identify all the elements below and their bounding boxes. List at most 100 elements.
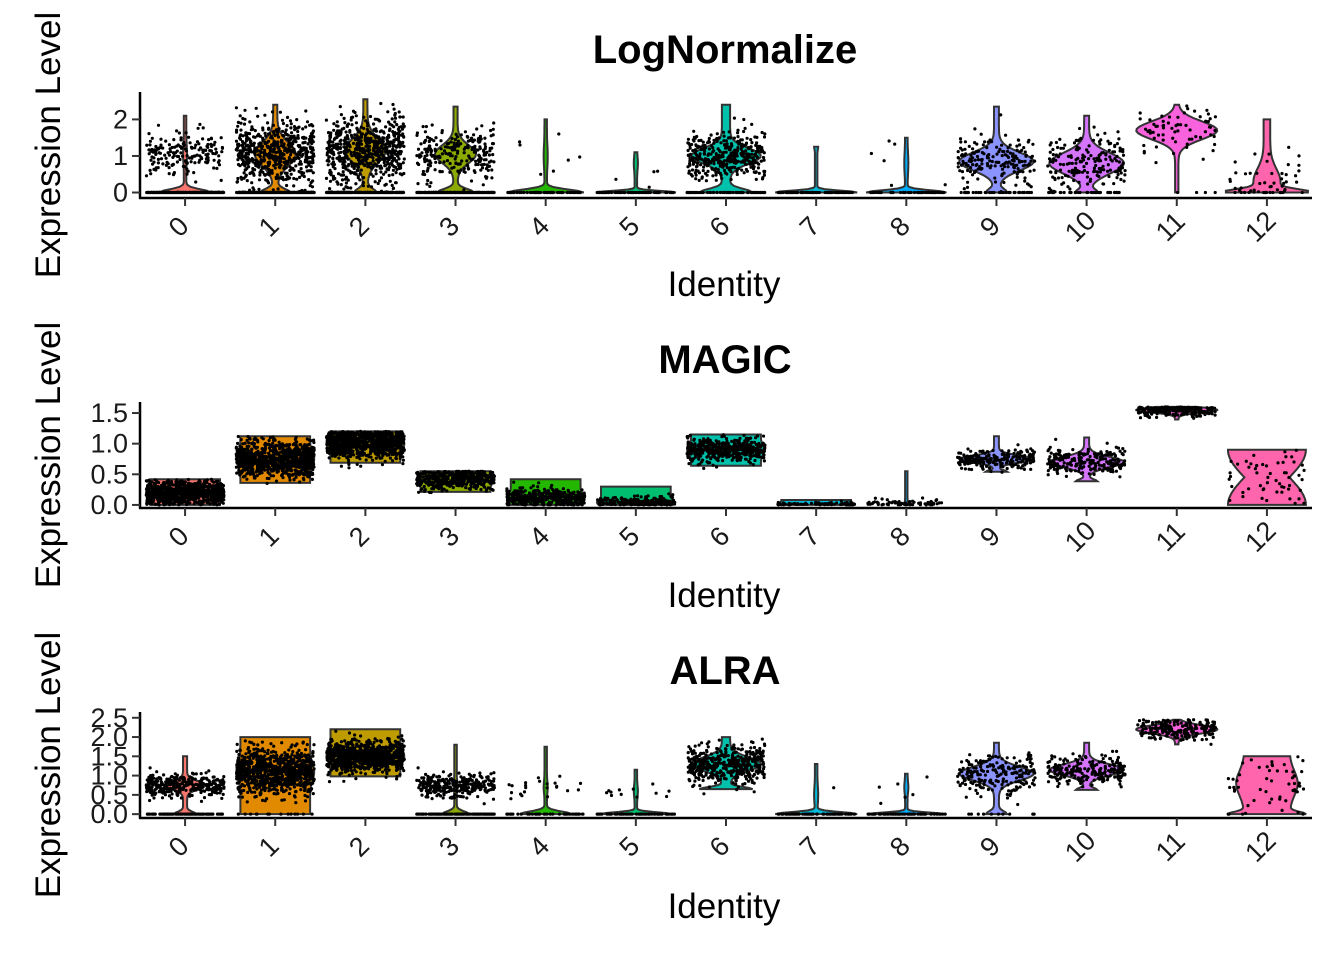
jitter-points-cluster-7: [776, 499, 856, 507]
x-tick-label: 1: [253, 211, 285, 243]
jitter-points-cluster-10: [1046, 125, 1127, 195]
x-axis-label: Identity: [668, 887, 781, 926]
violin-group-cluster-3: [415, 105, 496, 195]
violin-group-cluster-1: [235, 736, 316, 816]
violin-group-cluster-12: [1224, 118, 1309, 195]
x-tick-label: 6: [704, 211, 736, 243]
x-tick-label: 8: [884, 211, 916, 243]
x-tick-label: 1: [253, 521, 285, 553]
violin-cluster-12: [1224, 118, 1309, 194]
y-tick-label: 1: [113, 141, 128, 171]
jitter-points-cluster-4: [505, 774, 585, 816]
violin-group-cluster-11: [1135, 405, 1219, 421]
jitter-points-cluster-1: [234, 106, 316, 195]
x-tick-label: 3: [433, 211, 465, 243]
violin-cluster-7: [775, 763, 858, 816]
x-tick-label: 7: [794, 521, 826, 553]
violin-group-cluster-10: [1046, 741, 1127, 791]
violin-group-cluster-0: [144, 114, 226, 195]
violin-group-cluster-2: [324, 98, 406, 195]
x-axis-label: Identity: [668, 265, 781, 304]
violin-group-cluster-0: [144, 755, 226, 816]
panel-alra: ALRA Identity Expression Level 0.00.51.0…: [29, 632, 1312, 926]
jitter-points-cluster-10: [1046, 749, 1127, 789]
jitter-points-cluster-6: [685, 116, 767, 195]
jitter-points-cluster-5: [595, 169, 676, 195]
x-tick-label: 11: [1150, 206, 1191, 247]
x-tick-label: 10: [1059, 825, 1101, 867]
x-tick-label: 5: [614, 831, 646, 863]
violin-cluster-5: [595, 151, 677, 194]
violin-group-cluster-6: [685, 103, 767, 195]
jitter-points-cluster-0: [144, 122, 226, 195]
violin-group-cluster-4: [506, 118, 585, 195]
violin-group-cluster-9: [956, 741, 1037, 816]
violin-cluster-8: [903, 470, 910, 506]
violin-group-cluster-2: [325, 728, 406, 784]
violin-group-cluster-6: [685, 433, 767, 470]
violin-group-cluster-9: [956, 105, 1037, 195]
violin-cluster-12: [1227, 755, 1307, 816]
x-tick-label: 0: [163, 211, 195, 243]
x-tick-label: 4: [523, 521, 555, 553]
y-tick-label: 2: [113, 104, 128, 134]
jitter-points-cluster-1: [235, 739, 316, 816]
violin-cluster-7: [775, 145, 858, 194]
x-tick-label: 12: [1239, 825, 1281, 867]
violin-group-cluster-0: [144, 477, 226, 507]
y-tick-label: 1.0: [90, 429, 128, 459]
x-tick-label: 4: [523, 831, 555, 863]
violin-group-cluster-12: [1226, 755, 1307, 816]
x-tick-label: 12: [1239, 205, 1281, 247]
y-axis-label: Expression Level: [29, 632, 68, 899]
y-tick-label: 0.0: [90, 490, 128, 520]
panel-lognormalize: LogNormalize Identity Expression Level 0…: [29, 12, 1312, 304]
x-tick-label: 4: [523, 211, 555, 243]
x-tick-label: 9: [974, 211, 1006, 243]
violin-group-cluster-10: [1046, 114, 1127, 195]
y-tick-label: 0.5: [90, 780, 128, 810]
x-tick-label: 6: [704, 831, 736, 863]
x-tick-label: 2: [343, 211, 375, 243]
violin-group-cluster-3: [415, 469, 496, 495]
x-tick-label: 8: [884, 521, 916, 553]
x-tick-label: 12: [1239, 515, 1281, 557]
jitter-points-cluster-6: [685, 433, 767, 470]
panel-title: LogNormalize: [593, 28, 857, 72]
jitter-points-cluster-2: [324, 429, 406, 470]
x-tick-label: 1: [253, 831, 285, 863]
x-tick-label: 6: [704, 521, 736, 553]
violin-group-cluster-11: [1135, 718, 1219, 746]
jitter-points-cluster-5: [596, 492, 677, 507]
violin-group-cluster-8: [866, 470, 944, 507]
jitter-points-cluster-11: [1136, 718, 1218, 746]
violin-cluster-8: [865, 136, 947, 194]
y-tick-label: 0.0: [90, 799, 128, 829]
y-tick-label: 0: [113, 178, 128, 208]
violin-cluster-4: [519, 745, 572, 816]
x-tick-label: 9: [974, 831, 1006, 863]
jitter-points-cluster-7: [776, 786, 857, 816]
jitter-points-cluster-3: [415, 469, 496, 495]
panel-title: MAGIC: [658, 338, 791, 382]
y-tick-label: 2.5: [90, 703, 128, 733]
x-tick-label: 3: [433, 521, 465, 553]
x-tick-label: 11: [1150, 516, 1191, 557]
violin-group-cluster-5: [595, 151, 677, 195]
x-tick-label: 7: [794, 831, 826, 863]
jitter-points-cluster-0: [144, 766, 226, 816]
violin-group-cluster-9: [956, 435, 1036, 474]
y-axis-label: Expression Level: [29, 12, 68, 279]
x-tick-label: 10: [1059, 205, 1101, 247]
y-tick-label: 1.5: [90, 741, 128, 771]
violin-group-cluster-8: [865, 136, 947, 195]
violin-group-cluster-12: [1227, 448, 1307, 506]
jitter-points-cluster-7: [776, 190, 854, 195]
jitter-points-cluster-3: [415, 121, 496, 195]
x-tick-label: 10: [1059, 515, 1101, 557]
jitter-points-cluster-10: [1046, 437, 1127, 479]
jitter-points-cluster-6: [686, 737, 767, 796]
jitter-points-cluster-3: [415, 766, 496, 816]
violin-group-cluster-5: [595, 485, 677, 507]
